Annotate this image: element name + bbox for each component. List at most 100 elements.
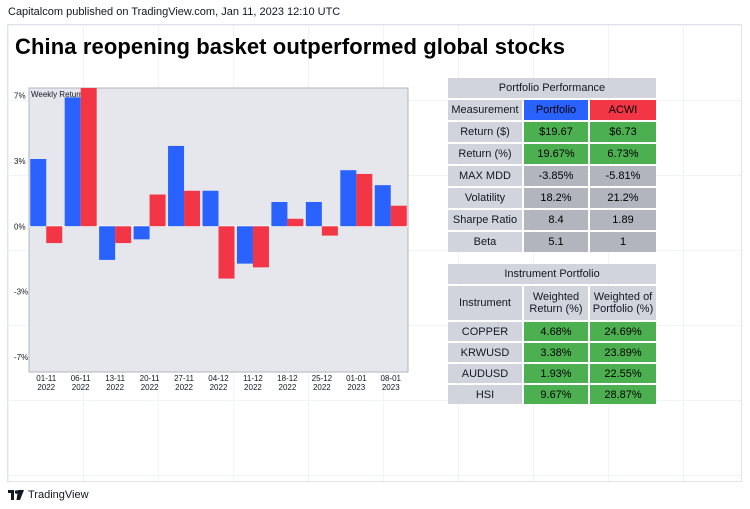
perf-header-portfolio: Portfolio bbox=[524, 100, 588, 120]
perf-table-row: MAX MDD -3.85% -5.81% bbox=[448, 166, 656, 186]
perf-table-cell: MAX MDD bbox=[448, 166, 522, 186]
inst-table-cell: 22.55% bbox=[590, 364, 656, 383]
perf-table-cell: 21.2% bbox=[590, 188, 656, 208]
x-tick-label: 01-11 bbox=[36, 374, 56, 383]
bar-portfolio bbox=[236, 226, 253, 264]
perf-header-measurement: Measurement bbox=[448, 100, 522, 120]
bar-portfolio bbox=[305, 201, 322, 227]
x-tick-label: 06-11 bbox=[71, 374, 91, 383]
perf-table-cell: Return (%) bbox=[448, 144, 522, 164]
y-tick-label: 3% bbox=[14, 157, 26, 166]
perf-table-cell: Beta bbox=[448, 232, 522, 252]
inst-table-cell: 24.69% bbox=[590, 322, 656, 341]
x-tick-label: 13-11 bbox=[105, 374, 125, 383]
bar-portfolio bbox=[99, 226, 116, 260]
page-title: China reopening basket outperformed glob… bbox=[15, 34, 566, 59]
inst-table-cell: AUDUSD bbox=[448, 364, 522, 383]
perf-table-row: Return (%) 19.67% 6.73% bbox=[448, 144, 656, 164]
x-tick-label-year: 2023 bbox=[347, 383, 365, 392]
perf-table-cell: -3.85% bbox=[524, 166, 588, 186]
perf-table-cell: 19.67% bbox=[524, 144, 588, 164]
perf-table-title: Portfolio Performance bbox=[448, 78, 656, 98]
bar-acwi bbox=[356, 173, 373, 227]
inst-table-row: KRWUSD 3.38% 23.89% bbox=[448, 343, 656, 362]
inst-table-row: AUDUSD 1.93% 22.55% bbox=[448, 364, 656, 383]
bar-acwi bbox=[218, 226, 235, 279]
bar-portfolio bbox=[133, 226, 150, 240]
bar-acwi bbox=[287, 218, 304, 227]
inst-table-cell: 4.68% bbox=[524, 322, 588, 341]
inst-header-instrument: Instrument bbox=[448, 286, 522, 320]
inst-table-cell: 23.89% bbox=[590, 343, 656, 362]
bar-portfolio bbox=[168, 145, 185, 227]
inst-table-cell: 1.93% bbox=[524, 364, 588, 383]
perf-table-cell: -5.81% bbox=[590, 166, 656, 186]
perf-table-cell: Sharpe Ratio bbox=[448, 210, 522, 230]
inst-table-cell: 28.87% bbox=[590, 385, 656, 404]
perf-table-cell: 1.89 bbox=[590, 210, 656, 230]
perf-table-row: Volatility 18.2% 21.2% bbox=[448, 188, 656, 208]
perf-table-row: Beta 5.1 1 bbox=[448, 232, 656, 252]
y-tick-label: -3% bbox=[14, 288, 28, 297]
perf-table-cell: 5.1 bbox=[524, 232, 588, 252]
portfolio-performance-table: Portfolio Performance Measurement Portfo… bbox=[446, 76, 658, 254]
bar-acwi bbox=[321, 226, 338, 236]
tradingview-logo[interactable]: TradingView bbox=[8, 489, 89, 501]
attribution: Capitalcom published on TradingView.com,… bbox=[8, 6, 341, 18]
perf-table-row: Return ($) $19.67 $6.73 bbox=[448, 122, 656, 142]
tradingview-logo-icon bbox=[8, 490, 24, 500]
perf-table-cell: Return ($) bbox=[448, 122, 522, 142]
bar-portfolio bbox=[271, 201, 288, 227]
x-tick-label-year: 2022 bbox=[37, 383, 55, 392]
inst-table-cell: KRWUSD bbox=[448, 343, 522, 362]
x-tick-label: 11-12 bbox=[243, 374, 263, 383]
instrument-portfolio-table: Instrument Portfolio Instrument Weighted… bbox=[446, 262, 658, 406]
tradingview-brand: TradingView bbox=[28, 489, 89, 501]
bar-portfolio bbox=[340, 170, 357, 227]
perf-table-cell: 18.2% bbox=[524, 188, 588, 208]
bar-acwi bbox=[252, 226, 269, 268]
x-tick-label: 04-12 bbox=[208, 374, 229, 383]
bar-acwi bbox=[80, 88, 97, 227]
x-tick-label-year: 2022 bbox=[279, 383, 297, 392]
inst-table-cell: 9.67% bbox=[524, 385, 588, 404]
bar-portfolio bbox=[30, 159, 47, 227]
chart-title: Weekly Return bbox=[31, 90, 83, 99]
inst-header-weight: Weighted of Portfolio (%) bbox=[590, 286, 656, 320]
x-tick-label-year: 2023 bbox=[382, 383, 400, 392]
x-tick-label-year: 2022 bbox=[175, 383, 193, 392]
x-tick-label-year: 2022 bbox=[141, 383, 159, 392]
perf-table-cell: 6.73% bbox=[590, 144, 656, 164]
inst-table-cell: 3.38% bbox=[524, 343, 588, 362]
perf-table-row: Sharpe Ratio 8.4 1.89 bbox=[448, 210, 656, 230]
x-tick-label: 20-11 bbox=[140, 374, 160, 383]
x-tick-label-year: 2022 bbox=[106, 383, 124, 392]
x-tick-label: 25-12 bbox=[312, 374, 333, 383]
inst-table-row: COPPER 4.68% 24.69% bbox=[448, 322, 656, 341]
perf-table-cell: 8.4 bbox=[524, 210, 588, 230]
x-tick-label-year: 2022 bbox=[244, 383, 262, 392]
x-tick-label: 18-12 bbox=[277, 374, 298, 383]
perf-table-cell: $6.73 bbox=[590, 122, 656, 142]
perf-table-cell: Volatility bbox=[448, 188, 522, 208]
x-tick-label: 01-01 bbox=[346, 374, 367, 383]
x-tick-label: 27-11 bbox=[174, 374, 194, 383]
perf-table-cell: $19.67 bbox=[524, 122, 588, 142]
inst-table-row: HSI 9.67% 28.87% bbox=[448, 385, 656, 404]
x-tick-label-year: 2022 bbox=[313, 383, 331, 392]
x-tick-label-year: 2022 bbox=[210, 383, 228, 392]
perf-table-cell: 1 bbox=[590, 232, 656, 252]
inst-header-weighted-return: Weighted Return (%) bbox=[524, 286, 588, 320]
bar-acwi bbox=[184, 190, 201, 227]
x-tick-label-year: 2022 bbox=[72, 383, 90, 392]
y-tick-label: 0% bbox=[14, 222, 26, 231]
perf-header-acwi: ACWI bbox=[590, 100, 656, 120]
inst-table-cell: COPPER bbox=[448, 322, 522, 341]
bar-portfolio bbox=[64, 97, 81, 227]
bar-acwi bbox=[390, 205, 407, 227]
x-tick-label: 08-01 bbox=[381, 374, 402, 383]
bar-acwi bbox=[149, 194, 166, 227]
bar-acwi bbox=[115, 226, 132, 244]
bar-portfolio bbox=[202, 190, 219, 227]
